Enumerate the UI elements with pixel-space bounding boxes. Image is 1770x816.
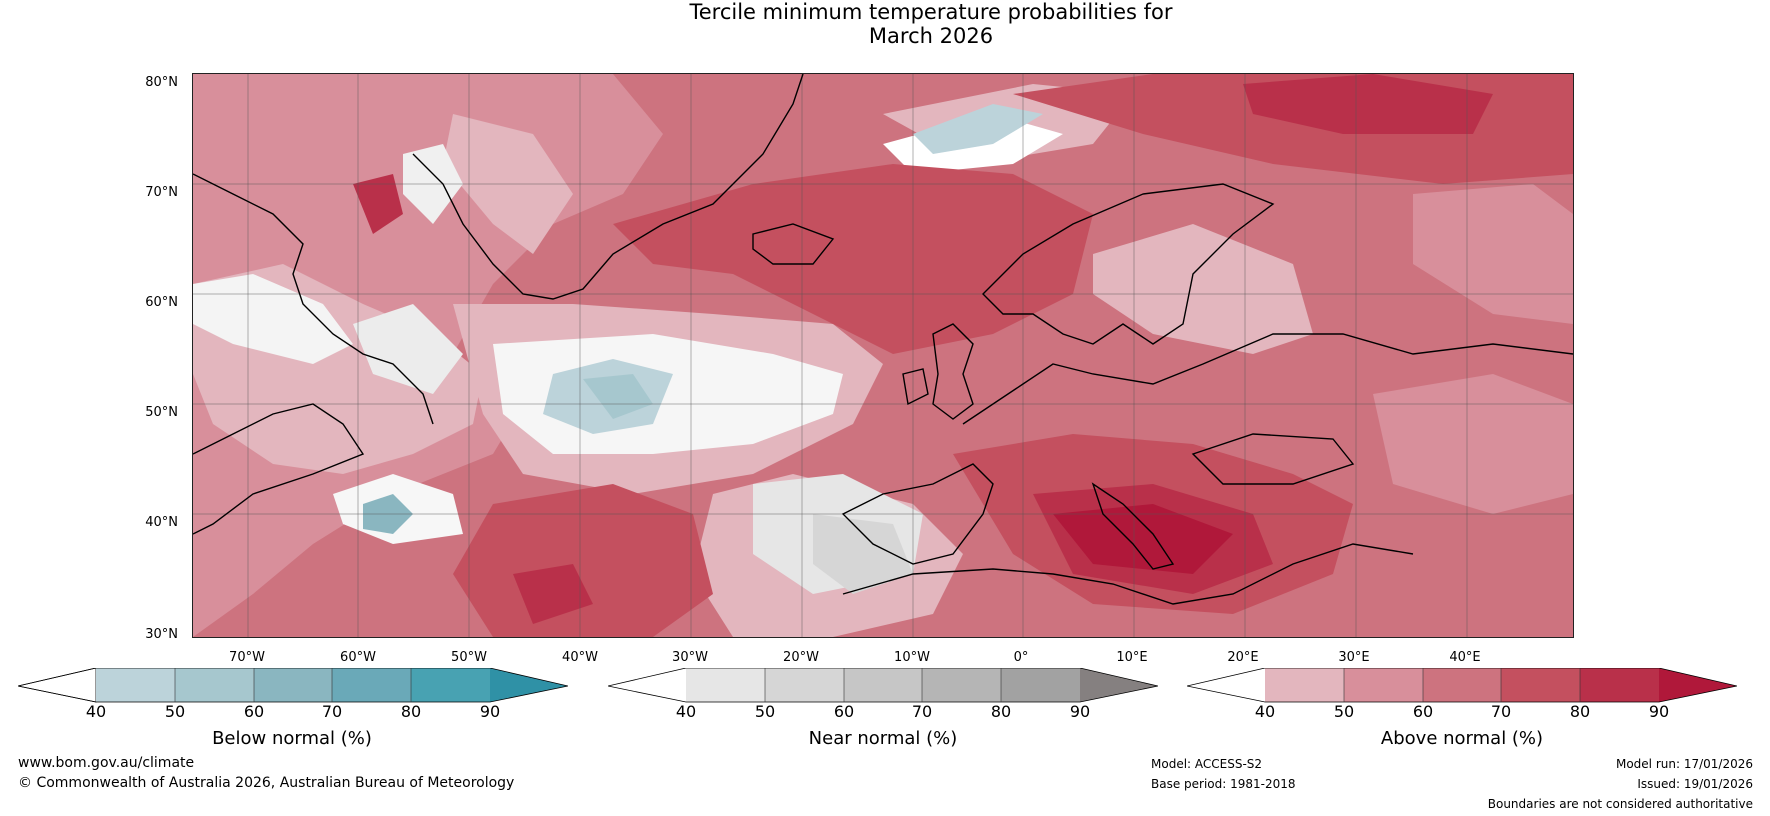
below-swatch-5 xyxy=(411,668,490,702)
below-swatch-3 xyxy=(254,668,332,702)
website-link[interactable]: www.bom.gov.au/climate xyxy=(18,755,195,771)
below-swatch-0 xyxy=(18,668,97,703)
below-tick-90: 90 xyxy=(479,702,501,721)
above-tick-50: 50 xyxy=(1333,702,1355,721)
above-normal-label: Above normal (%) xyxy=(1380,728,1544,749)
above-tick-40: 40 xyxy=(1254,702,1276,721)
lon-label-30e: 30°E xyxy=(1338,650,1370,665)
lat-label-70n: 70°N xyxy=(145,185,178,200)
below-tick-40: 40 xyxy=(85,702,107,721)
near-swatch-2 xyxy=(765,668,844,702)
above-swatch-3 xyxy=(1423,668,1501,702)
title-line-1: Tercile minimum temperature probabilitie… xyxy=(689,0,1173,24)
colorbar-near-normal xyxy=(608,668,1158,703)
near-normal-label: Near normal (%) xyxy=(808,728,958,749)
lon-label-10w: 10°W xyxy=(894,650,930,665)
near-swatch-3 xyxy=(844,668,922,702)
above-tick-80: 80 xyxy=(1569,702,1591,721)
lat-label-60n: 60°N xyxy=(145,295,178,310)
model-run-text: Model run: 17/01/2026 xyxy=(1615,757,1753,771)
lon-label-10e: 10°E xyxy=(1116,650,1148,665)
near-swatch-5 xyxy=(1001,668,1080,702)
model-text: Model: ACCESS-S2 xyxy=(1151,757,1263,771)
lon-label-70w: 70°W xyxy=(229,650,265,665)
near-tick-50: 50 xyxy=(754,702,776,721)
near-swatch-0 xyxy=(608,668,686,702)
lat-label-30n: 30°N xyxy=(145,627,178,642)
below-swatch-1 xyxy=(96,668,175,702)
below-swatch-4 xyxy=(332,668,411,702)
title-line-2: March 2026 xyxy=(868,24,994,48)
near-tick-60: 60 xyxy=(833,702,855,721)
lat-label-40n: 40°N xyxy=(145,515,178,530)
below-normal-label: Below normal (%) xyxy=(212,728,372,749)
below-tick-50: 50 xyxy=(164,702,186,721)
near-tick-80: 80 xyxy=(990,702,1012,721)
above-swatch-1 xyxy=(1265,668,1344,702)
below-swatch-6 xyxy=(490,668,568,702)
lon-label-0: 0° xyxy=(1013,650,1029,665)
near-swatch-4 xyxy=(922,668,1001,702)
above-tick-70: 70 xyxy=(1490,702,1512,721)
above-tick-90: 90 xyxy=(1648,702,1670,721)
lon-label-50w: 50°W xyxy=(451,650,487,665)
near-swatch-1 xyxy=(686,668,765,702)
colorbar-above-normal xyxy=(1187,668,1737,703)
below-tick-80: 80 xyxy=(400,702,422,721)
above-swatch-5 xyxy=(1580,668,1659,702)
above-tick-60: 60 xyxy=(1412,702,1434,721)
above-swatch-2 xyxy=(1344,668,1423,702)
near-swatch-6 xyxy=(1080,668,1158,702)
lon-label-40e: 40°E xyxy=(1449,650,1481,665)
below-tick-70: 70 xyxy=(321,702,343,721)
near-tick-70: 70 xyxy=(911,702,933,721)
near-tick-90: 90 xyxy=(1069,702,1091,721)
base-period-text: Base period: 1981-2018 xyxy=(1151,777,1296,791)
lat-label-50n: 50°N xyxy=(145,405,178,420)
lon-label-60w: 60°W xyxy=(340,650,376,665)
lon-label-20e: 20°E xyxy=(1227,650,1259,665)
issued-text: Issued: 19/01/2026 xyxy=(1637,777,1753,791)
above-swatch-4 xyxy=(1501,668,1580,702)
lat-label-80n: 80°N xyxy=(145,75,178,90)
below-swatch-2 xyxy=(175,668,254,702)
near-tick-40: 40 xyxy=(675,702,697,721)
lon-label-20w: 20°W xyxy=(783,650,819,665)
map-title: Tercile minimum temperature probabilitie… xyxy=(0,0,1770,48)
map-canvas xyxy=(193,74,1573,637)
lon-label-40w: 40°W xyxy=(562,650,598,665)
lon-label-30w: 30°W xyxy=(672,650,708,665)
copyright-text: © Commonwealth of Australia 2026, Austra… xyxy=(18,775,515,791)
colorbar-below-normal xyxy=(18,668,568,703)
probability-map xyxy=(192,73,1574,638)
disclaimer-text: Boundaries are not considered authoritat… xyxy=(1487,797,1753,811)
below-tick-60: 60 xyxy=(243,702,265,721)
above-swatch-0 xyxy=(1187,668,1265,702)
above-swatch-6 xyxy=(1659,668,1737,702)
